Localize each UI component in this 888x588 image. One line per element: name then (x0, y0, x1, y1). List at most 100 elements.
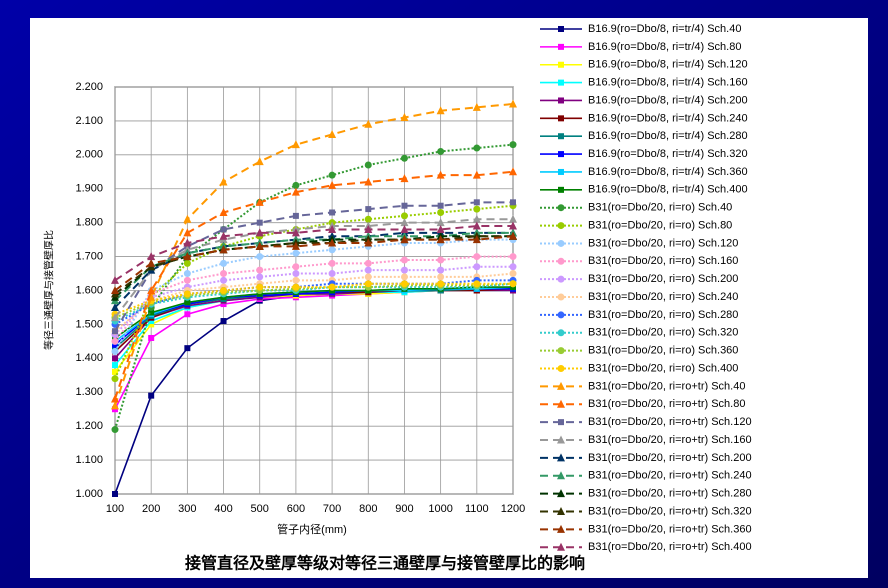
marker (328, 246, 336, 254)
marker (436, 170, 445, 179)
marker (147, 258, 156, 267)
x-tick-label: 400 (214, 503, 232, 515)
marker (400, 113, 409, 122)
marker (148, 392, 155, 399)
marker (473, 144, 481, 152)
series-line (114, 235, 514, 292)
marker (400, 224, 409, 233)
marker (400, 154, 408, 162)
marker (510, 199, 516, 206)
y-tick-label: 1.400 (75, 352, 103, 364)
legend-marker (557, 222, 565, 230)
marker (256, 253, 264, 261)
legend-label: B31(ro=Dbo/20, ri=ro+tr) Sch.40 (588, 380, 745, 392)
legend-label: B31(ro=Dbo/20, ri=ro+tr) Sch.200 (588, 452, 752, 464)
legend-label: B16.9(ro=Dbo/8, ri=tr/4) Sch.40 (588, 23, 741, 35)
marker (112, 368, 118, 375)
y-tick-label: 1.800 (75, 217, 103, 229)
series-line (114, 204, 514, 380)
legend-label: B16.9(ro=Dbo/8, ri=tr/4) Sch.400 (588, 184, 748, 196)
marker (509, 214, 517, 223)
series-line (114, 170, 514, 400)
marker (219, 177, 228, 186)
legend-marker (558, 115, 564, 122)
series-line (114, 218, 513, 319)
marker (112, 491, 118, 497)
marker (256, 283, 264, 291)
marker (473, 205, 481, 213)
series-line (114, 225, 513, 282)
legend-label: B31(ro=Dbo/20, ri=ro+tr) Sch.160 (588, 434, 752, 446)
x-tick-label: 500 (251, 503, 269, 515)
marker (111, 337, 119, 345)
marker (148, 309, 155, 316)
series-line (114, 286, 513, 339)
marker (437, 202, 444, 209)
x-tick-label: 1000 (428, 503, 452, 515)
legend-marker (557, 381, 565, 390)
marker (328, 180, 337, 189)
legend-label: B16.9(ro=Dbo/8, ri=tr/4) Sch.200 (588, 94, 748, 106)
marker (112, 362, 118, 369)
legend-marker (557, 453, 565, 462)
legend-label: B31(ro=Dbo/20, ri=ro+tr) Sch.280 (588, 488, 752, 500)
legend-label: B16.9(ro=Dbo/8, ri=tr/4) Sch.120 (588, 59, 748, 71)
marker (509, 231, 517, 240)
marker (437, 280, 445, 288)
marker (364, 161, 372, 169)
marker (401, 202, 408, 209)
marker (509, 167, 517, 176)
marker (509, 280, 517, 288)
marker (147, 286, 156, 294)
marker (473, 280, 481, 288)
marker (292, 212, 299, 219)
marker (255, 241, 264, 250)
marker (220, 276, 228, 284)
marker (183, 238, 192, 247)
marker (436, 224, 445, 233)
y-tick-label: 1.200 (75, 420, 103, 432)
marker (184, 345, 191, 352)
legend-marker (557, 311, 565, 319)
marker (436, 235, 445, 244)
legend-label: B31(ro=Dbo/20, ri=ro) Sch.200 (588, 273, 738, 285)
marker (364, 119, 373, 128)
legend-marker (557, 293, 565, 301)
legend-label: B31(ro=Dbo/20, ri=ro) Sch.280 (588, 309, 738, 321)
legend-marker (558, 97, 564, 104)
legend-label: B31(ro=Dbo/20, ri=ro) Sch.400 (588, 362, 738, 374)
legend-marker (557, 489, 565, 498)
legend-marker (557, 524, 565, 533)
marker (400, 212, 408, 220)
marker (111, 286, 119, 294)
marker (112, 355, 118, 362)
x-tick-label: 300 (178, 503, 196, 515)
marker (472, 102, 481, 111)
marker (292, 283, 300, 291)
marker (364, 177, 373, 186)
x-tick-label: 100 (106, 503, 124, 515)
marker (183, 276, 191, 284)
series-line (114, 265, 513, 336)
legend-marker (557, 275, 565, 283)
legend-marker (557, 542, 565, 551)
marker (184, 299, 191, 306)
marker (328, 171, 336, 179)
legend-label: B16.9(ro=Dbo/8, ri=tr/4) Sch.160 (588, 77, 748, 89)
legend-marker (558, 79, 564, 86)
legend-marker (558, 186, 564, 193)
marker (111, 302, 119, 311)
marker (472, 235, 481, 244)
marker (509, 263, 517, 271)
marker (291, 187, 300, 196)
marker (219, 207, 228, 216)
series-line (114, 272, 514, 332)
legend-label: B31(ro=Dbo/20, ri=ro+tr) Sch.80 (588, 398, 745, 410)
marker (183, 214, 192, 223)
legend-label: B31(ro=Dbo/20, ri=ro) Sch.240 (588, 291, 738, 303)
marker (400, 266, 408, 274)
marker (328, 283, 336, 291)
marker (148, 321, 155, 328)
marker (219, 245, 228, 254)
legend-marker (558, 419, 564, 426)
